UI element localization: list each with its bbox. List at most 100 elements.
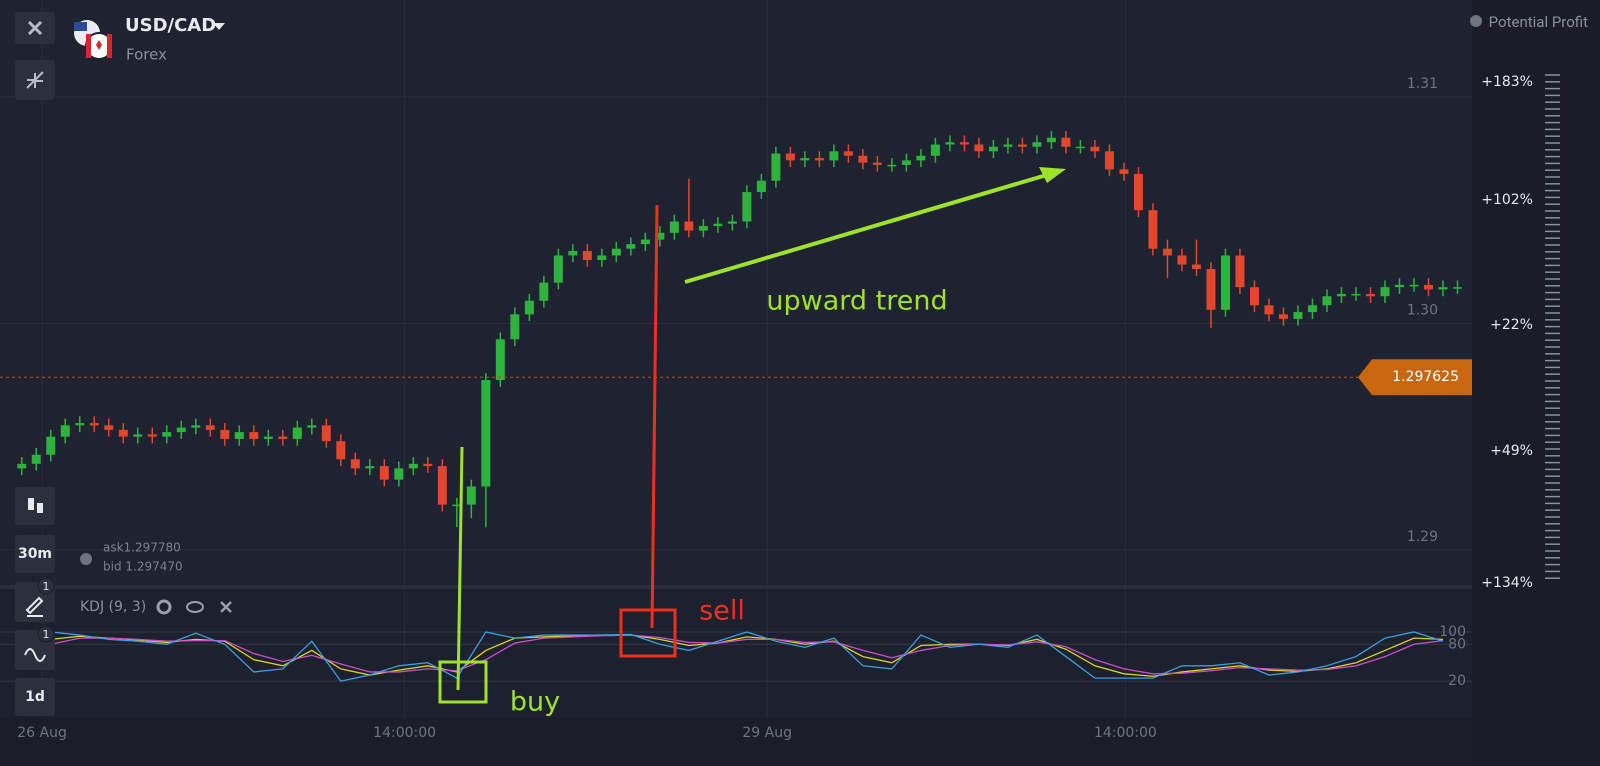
candle-body bbox=[495, 339, 505, 381]
candle-body bbox=[1394, 284, 1404, 288]
candle-body bbox=[1235, 255, 1245, 288]
indicator-line bbox=[21, 634, 1444, 677]
candle-body bbox=[684, 221, 694, 231]
settings-icon[interactable] bbox=[156, 599, 172, 615]
candle-body bbox=[118, 429, 128, 437]
candle-body bbox=[31, 454, 41, 464]
candle-body bbox=[901, 160, 911, 165]
candle-body bbox=[611, 248, 621, 256]
candle-body bbox=[423, 463, 433, 467]
x-tick-label: 14:00:00 bbox=[1094, 725, 1157, 741]
candle-body bbox=[510, 314, 520, 340]
y-tick-label: 1.30 bbox=[1407, 302, 1438, 318]
annotation: upward trend bbox=[766, 286, 947, 317]
candle-body bbox=[713, 223, 723, 227]
trend-arrowhead bbox=[1039, 167, 1066, 183]
candle-body bbox=[89, 423, 99, 426]
sell-box bbox=[619, 608, 677, 658]
candle-body bbox=[1017, 144, 1027, 147]
candle-body bbox=[1380, 287, 1390, 297]
y-tick-label: 80 bbox=[1448, 636, 1466, 652]
plot bbox=[17, 130, 1462, 682]
pencil-icon bbox=[25, 596, 44, 617]
chart-type-button[interactable] bbox=[15, 487, 55, 525]
candle-body bbox=[800, 158, 810, 161]
candle-body bbox=[814, 158, 824, 161]
candle-body bbox=[872, 162, 882, 165]
candle-body bbox=[1191, 264, 1201, 270]
candle-body bbox=[176, 427, 186, 433]
candle-body bbox=[278, 436, 288, 439]
candle-body bbox=[1148, 210, 1158, 249]
candle-body bbox=[481, 380, 491, 487]
x-tick-label: 14:00:00 bbox=[373, 725, 436, 741]
wave-icon bbox=[24, 648, 46, 662]
candle-body bbox=[104, 425, 114, 430]
candle-body bbox=[1220, 255, 1230, 310]
candle-body bbox=[1075, 146, 1085, 149]
sell-line bbox=[650, 204, 659, 629]
candle-body bbox=[597, 255, 607, 260]
candle-body bbox=[60, 425, 70, 437]
candle-body bbox=[466, 486, 476, 505]
candle-body bbox=[365, 466, 375, 469]
help-icon[interactable] bbox=[80, 553, 92, 565]
candle-body bbox=[669, 221, 679, 233]
annotation: sell bbox=[699, 596, 745, 627]
candle-body bbox=[1119, 169, 1129, 174]
remove-indicator-icon[interactable] bbox=[220, 601, 232, 613]
candle-body bbox=[974, 144, 984, 152]
candle-body bbox=[655, 232, 665, 240]
candle-body bbox=[350, 459, 360, 469]
candle-body bbox=[1249, 287, 1259, 306]
candle-body bbox=[1365, 293, 1375, 297]
candle-body bbox=[1032, 142, 1042, 147]
badge bbox=[37, 625, 55, 643]
buy-box bbox=[438, 660, 488, 704]
candle-body bbox=[524, 300, 534, 315]
x-tick-label: 29 Aug bbox=[742, 725, 792, 741]
candle-body bbox=[916, 155, 926, 161]
candle-body bbox=[771, 153, 781, 181]
ask-price: ask1.297780 bbox=[103, 541, 181, 555]
symbol-dropdown[interactable] bbox=[213, 23, 225, 30]
visibility-icon[interactable] bbox=[186, 601, 204, 613]
profit-title: Potential Profit bbox=[1488, 13, 1588, 31]
candle-body bbox=[263, 436, 273, 439]
candle-body bbox=[785, 153, 795, 161]
panel-divider bbox=[0, 585, 1472, 589]
market: Forex bbox=[126, 46, 167, 64]
candle-body bbox=[17, 463, 27, 469]
indicator-lines bbox=[21, 631, 1444, 682]
badge-count: 1 bbox=[43, 628, 50, 641]
candle-body bbox=[858, 155, 868, 163]
grid bbox=[0, 0, 1472, 718]
candle-body bbox=[1046, 137, 1056, 143]
period-button[interactable] bbox=[15, 678, 55, 716]
profit-label: +183% bbox=[1481, 74, 1533, 90]
annotations: upward trend buy sell bbox=[438, 167, 1066, 718]
candle-body bbox=[1090, 146, 1100, 152]
current-price-tag bbox=[1358, 359, 1472, 396]
candles bbox=[17, 130, 1462, 528]
bid-price: bid 1.297470 bbox=[103, 560, 183, 574]
help-icon[interactable] bbox=[1470, 15, 1482, 27]
indicator-line bbox=[21, 631, 1444, 682]
period: 1d bbox=[25, 689, 45, 705]
trend-arrow bbox=[684, 172, 1051, 284]
candle-body bbox=[336, 441, 346, 460]
candle-body bbox=[1453, 287, 1462, 289]
y-tick-label: 100 bbox=[1439, 624, 1466, 640]
badge-count: 1 bbox=[43, 580, 50, 593]
candle-body bbox=[1307, 305, 1317, 313]
candle-body bbox=[1162, 248, 1172, 256]
candle-body bbox=[220, 429, 230, 439]
profit-panel bbox=[1472, 0, 1600, 766]
symbol[interactable]: USD/CAD bbox=[125, 15, 216, 36]
y-tick-label: 1.29 bbox=[1407, 529, 1438, 545]
candle-body bbox=[191, 425, 201, 428]
indicator-line bbox=[21, 634, 1444, 675]
candle-body bbox=[539, 282, 549, 301]
timeframe-button[interactable] bbox=[15, 535, 55, 573]
